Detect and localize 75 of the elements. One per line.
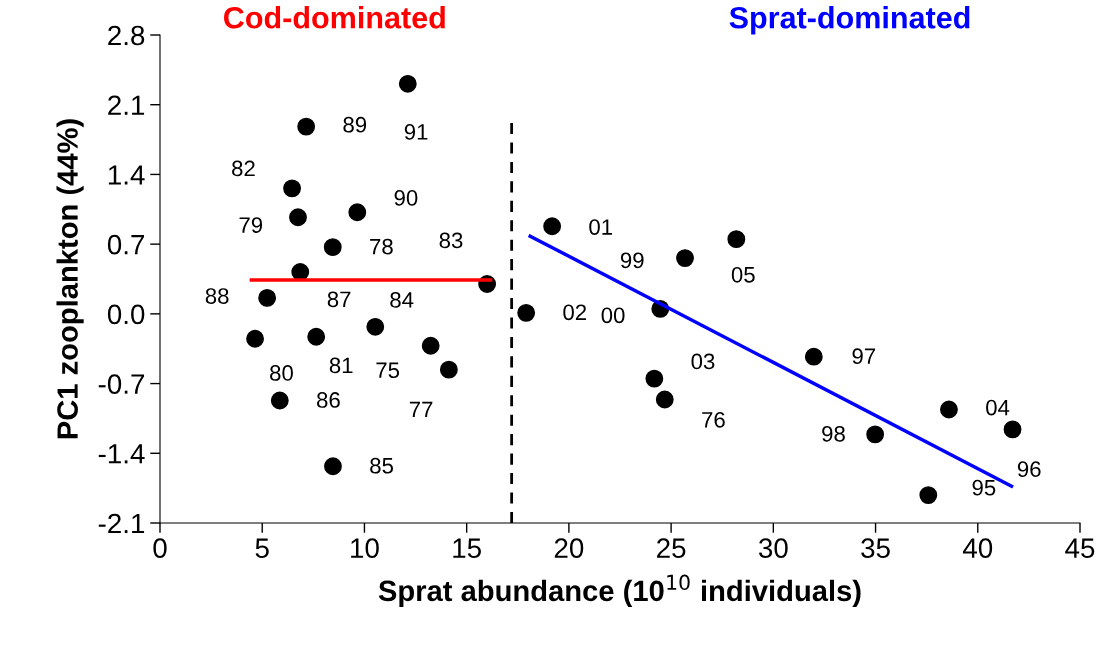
point	[270, 391, 289, 410]
annotation: 84	[390, 292, 414, 308]
annotation: 02	[563, 304, 587, 321]
annotation: 90	[394, 190, 418, 206]
point	[258, 289, 277, 307]
x-tick-label: 30	[758, 538, 788, 558]
annotation: 95	[972, 479, 996, 496]
point	[645, 369, 664, 388]
point	[348, 203, 367, 222]
point	[323, 238, 342, 257]
annotation: 82	[232, 160, 255, 177]
annotation: 76	[702, 411, 725, 428]
x-axis-title: Sprat abundance (10$^{10}$ individuals)	[378, 574, 861, 607]
x-tick-label: 10	[351, 538, 379, 558]
annotation: 75	[376, 362, 400, 379]
point	[543, 217, 562, 236]
annotation: 99	[620, 252, 644, 269]
x-tick-label: 40	[962, 538, 993, 558]
point	[727, 230, 746, 249]
annotation: 98	[822, 425, 845, 442]
annotation: 01	[589, 219, 613, 235]
annotation: 79	[239, 217, 263, 233]
point	[866, 425, 885, 444]
annotation: 87	[327, 291, 351, 308]
x-tick-label: 5	[255, 538, 269, 558]
annotation: 89	[343, 116, 367, 133]
point	[307, 327, 326, 346]
x-tick-label: 25	[657, 538, 686, 558]
annotation: 00	[601, 307, 625, 324]
point	[297, 117, 316, 136]
point	[324, 457, 342, 476]
x-tick-label: 20	[554, 538, 584, 558]
y-tick-label: 0.7	[107, 234, 145, 255]
y-tick-label: 1.4	[108, 165, 145, 185]
annotation: 05	[731, 266, 755, 283]
y-tick-label: -2.1	[98, 513, 145, 534]
x-tick-label: 45	[1065, 538, 1095, 558]
annotation: 86	[317, 392, 340, 408]
point	[919, 486, 938, 505]
text: Sprat-dominated	[729, 6, 970, 35]
x-tick-label: 0	[153, 538, 167, 558]
annotation: 91	[404, 124, 428, 140]
annotation: 85	[370, 457, 393, 474]
point	[1003, 420, 1022, 439]
annotation: 77	[409, 401, 433, 418]
point	[439, 360, 458, 379]
annotation: 03	[691, 353, 715, 370]
y-tick-label: -0.7	[98, 374, 145, 394]
annotation: 80	[270, 365, 293, 381]
annotation: 97	[852, 348, 876, 365]
point	[940, 400, 958, 419]
y-tick-label: 0.0	[107, 304, 145, 325]
annotation: 88	[205, 288, 229, 304]
point	[398, 74, 417, 93]
y-tick-label: 2.1	[108, 95, 145, 115]
point	[283, 179, 301, 198]
x-tick-label: 15	[453, 538, 481, 558]
point	[246, 329, 264, 348]
point	[804, 347, 823, 366]
annotation: 96	[1017, 461, 1041, 478]
y-tick-label: 2.8	[108, 25, 145, 46]
y-axis-title: PC1 zooplankton (44%)	[56, 119, 84, 439]
point	[517, 303, 536, 322]
point	[289, 208, 307, 227]
annotation: 04	[986, 399, 1010, 416]
y-tick-label: -1.4	[98, 444, 145, 464]
point	[655, 390, 674, 409]
text: Cod-dominated	[224, 6, 445, 29]
x-tick-label: 35	[861, 538, 890, 558]
annotation: 81	[329, 357, 353, 374]
point	[676, 249, 694, 267]
annotation: 78	[370, 238, 393, 255]
point	[366, 317, 385, 336]
point	[421, 336, 440, 355]
annotation: 83	[439, 232, 463, 249]
